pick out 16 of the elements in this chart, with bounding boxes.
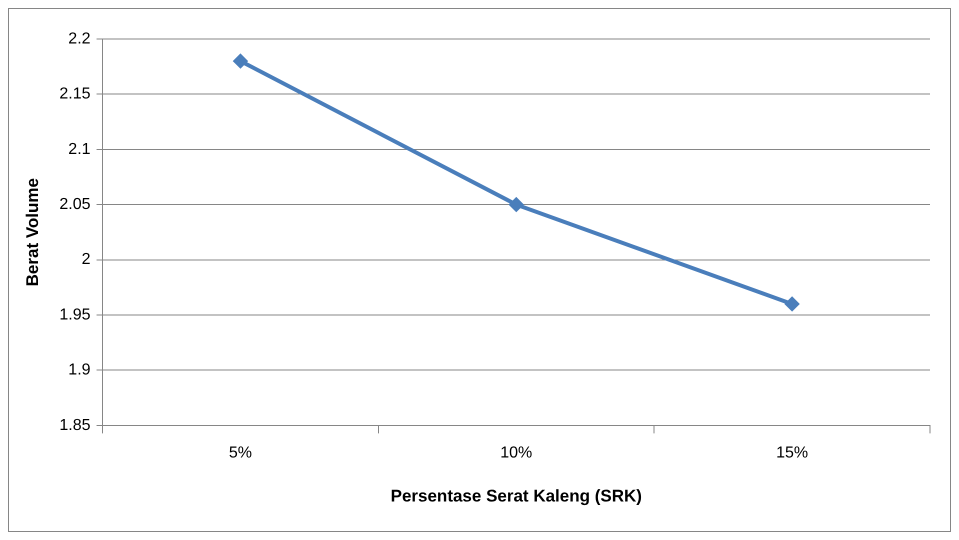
point: [784, 296, 800, 312]
x-tick-label: 5%: [228, 444, 252, 462]
y-tick-label: 1.95: [59, 306, 91, 324]
x-tick-label: 15%: [776, 444, 808, 462]
x-axis-title: Persentase Serat Kaleng (SRK): [390, 486, 642, 506]
y-tick-label: 2.1: [68, 140, 91, 158]
y-tick-label: 1.9: [68, 362, 91, 379]
y-tick-label: 2.05: [59, 196, 91, 214]
y-axis-title: Berat Volume: [22, 178, 42, 286]
x-tick-label: 10%: [500, 444, 532, 462]
y-tick-label: 2: [82, 251, 91, 268]
point: [232, 54, 248, 69]
y-tick-label: 2.15: [59, 86, 91, 103]
point: [508, 197, 524, 212]
y-tick-label: 1.85: [59, 416, 91, 434]
y-tick-label: 2.2: [68, 30, 91, 48]
